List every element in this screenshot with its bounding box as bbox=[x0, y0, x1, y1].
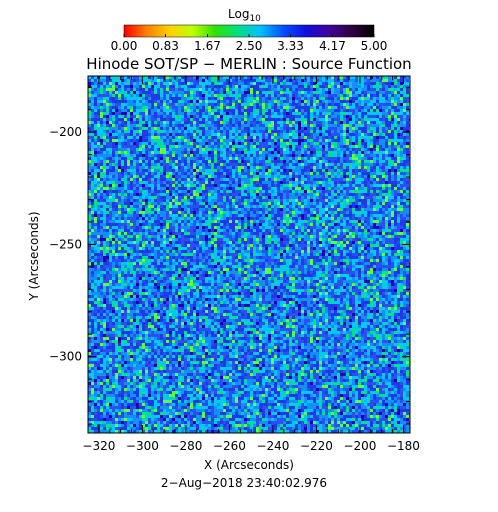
x-axis: −320 −300 −280 −260 −240 −220 −200 −180 bbox=[82, 76, 420, 453]
x-tick-label: −300 bbox=[126, 439, 159, 453]
y-tick-label: −200 bbox=[49, 125, 82, 139]
colorbar-tick-label: 1.67 bbox=[194, 39, 221, 53]
colorbar-tick-label: 2.50 bbox=[236, 39, 263, 53]
colorbar-tick-label: 0.00 bbox=[111, 39, 138, 53]
y-tick-label: −250 bbox=[49, 237, 82, 251]
timestamp-label: 2−Aug−2018 23:40:02.976 bbox=[161, 476, 327, 490]
heatmap-field bbox=[88, 76, 410, 433]
x-tick-label: −320 bbox=[82, 439, 115, 453]
y-axis-label: Y (Arcseconds) bbox=[27, 211, 41, 301]
colorbar-tick-label: 3.33 bbox=[277, 39, 304, 53]
x-tick-label: −240 bbox=[256, 439, 289, 453]
plot-frame bbox=[87, 75, 411, 434]
y-tick-label: −300 bbox=[49, 350, 82, 364]
chart-title: Hinode SOT/SP − MERLIN : Source Function bbox=[86, 55, 411, 73]
colorbar-tick-label: 4.17 bbox=[319, 39, 346, 53]
colorbar-ticks: 0.00 0.83 1.67 2.50 3.33 4.17 5.00 bbox=[111, 34, 388, 53]
x-tick-label: −180 bbox=[387, 439, 420, 453]
x-tick-label: −220 bbox=[300, 439, 333, 453]
y-axis: −200 −250 −300 bbox=[49, 86, 410, 425]
x-tick-label: −280 bbox=[169, 439, 202, 453]
x-tick-label: −200 bbox=[343, 439, 376, 453]
colorbar-title: Log10 bbox=[228, 7, 261, 24]
x-axis-label: X (Arcseconds) bbox=[204, 458, 294, 472]
colorbar-tick-label: 5.00 bbox=[361, 39, 388, 53]
x-tick-label: −260 bbox=[213, 439, 246, 453]
colorbar-tick-label: 0.83 bbox=[152, 39, 179, 53]
